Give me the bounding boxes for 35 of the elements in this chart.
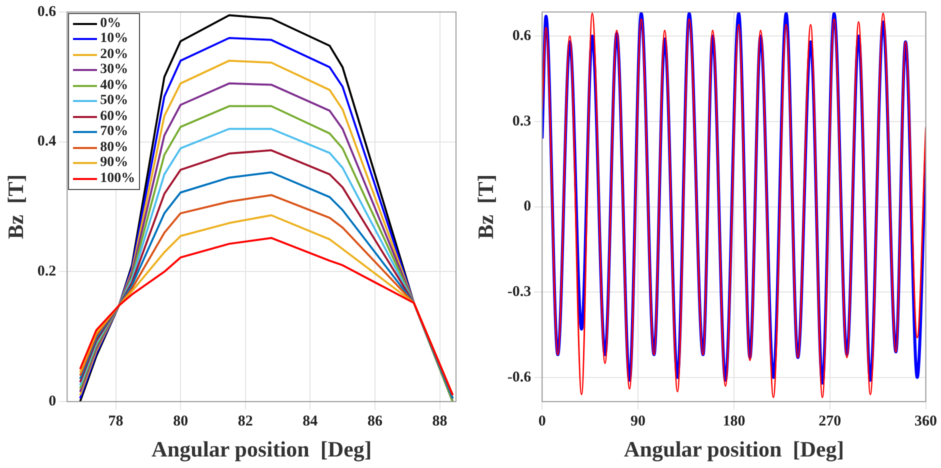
y-tick-label: 0.4 (37, 134, 57, 150)
legend-label: 10% (100, 31, 128, 48)
x-tick-label: 360 (914, 413, 937, 430)
x-tick-label: 0 (538, 413, 546, 430)
x-axis-title: Angular position [Deg] (151, 436, 372, 462)
legend-label: 30% (100, 62, 128, 78)
y-tick-label: -0.3 (507, 284, 532, 300)
legend-label: 40% (100, 78, 128, 94)
x-tick-label: 180 (722, 413, 746, 430)
y-tick-label: 0 (48, 393, 56, 410)
x-tick-label: 78 (108, 413, 124, 430)
x-tick-label: 90 (630, 413, 646, 430)
x-tick-label: 88 (432, 413, 448, 430)
legend-label: 80% (100, 140, 128, 156)
y-tick-label: -0.6 (507, 369, 532, 386)
legend-label: 60% (100, 108, 128, 125)
legend-label: 20% (100, 46, 128, 63)
y-axis-title: Bz [T] (472, 174, 498, 240)
y-tick-label: 0.2 (37, 264, 56, 280)
legend-label: 0% (100, 16, 122, 32)
legend-label: 70% (100, 124, 128, 140)
x-tick-label: 80 (173, 413, 188, 430)
x-tick-label: 270 (818, 413, 842, 430)
y-tick-label: 0.6 (512, 28, 532, 44)
legend-label: 100% (100, 170, 136, 187)
x-tick-label: 82 (238, 413, 253, 430)
legend-label: 50% (100, 93, 128, 110)
y-axis-title: Bz [T] (2, 174, 28, 240)
legend-label: 90% (100, 155, 128, 172)
y-tick-label: 0.6 (37, 4, 57, 20)
x-tick-label: 86 (367, 413, 383, 430)
x-axis-title: Angular position [Deg] (624, 436, 844, 462)
x-tick-label: 84 (302, 413, 318, 430)
y-tick-label: 0 (524, 198, 532, 215)
y-tick-label: 0.3 (512, 113, 532, 130)
